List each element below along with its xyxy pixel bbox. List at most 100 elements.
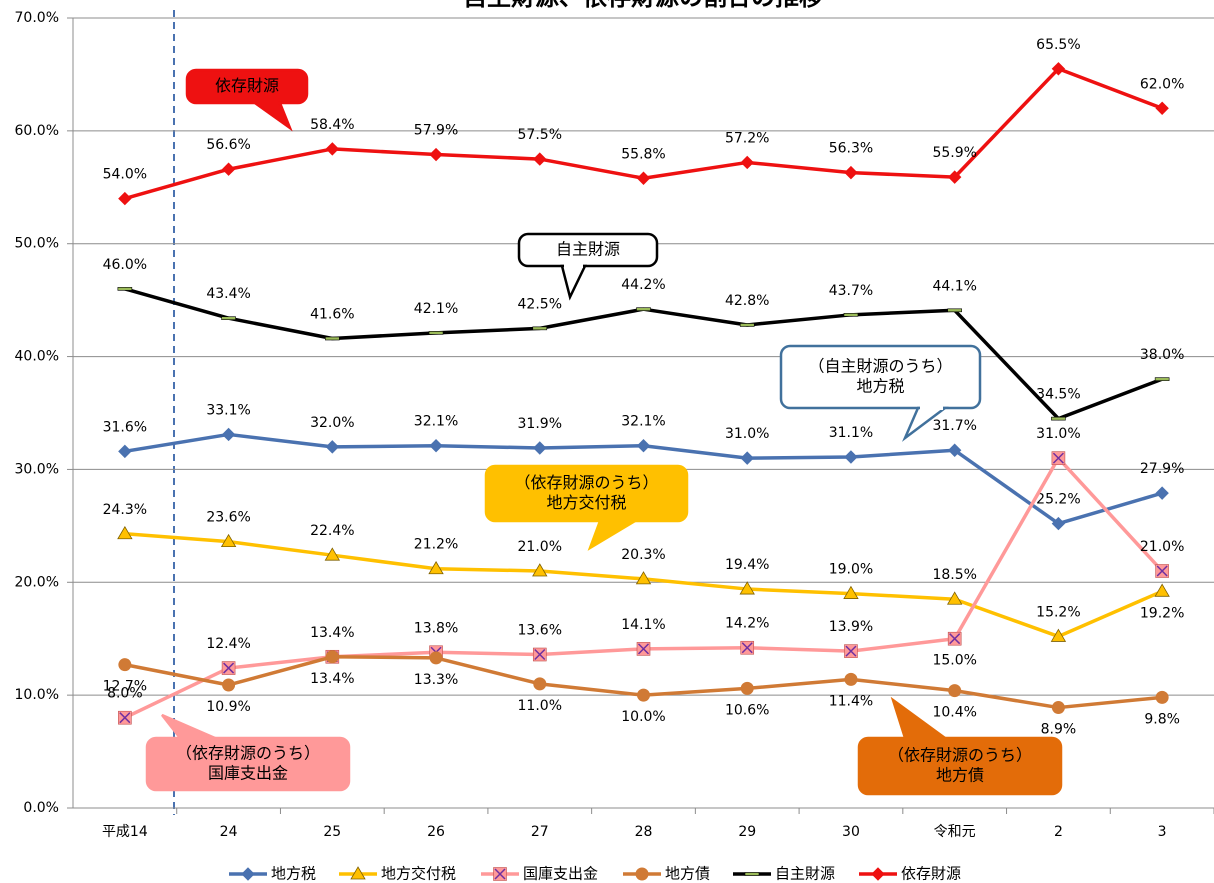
data-label: 55.8% bbox=[621, 146, 665, 162]
data-label: 8.0% bbox=[107, 686, 143, 702]
callout-tail bbox=[587, 519, 640, 551]
callout-text: （依存財源のうち） bbox=[176, 744, 320, 763]
marker bbox=[844, 644, 858, 658]
data-label: 11.4% bbox=[829, 693, 873, 709]
marker bbox=[1155, 564, 1169, 578]
data-label: 42.8% bbox=[725, 293, 769, 309]
data-label: 57.5% bbox=[518, 127, 562, 143]
marker bbox=[635, 867, 649, 881]
callout-text: 依存財源 bbox=[215, 76, 279, 95]
marker bbox=[843, 585, 859, 599]
callout-text: （依存財源のうち） bbox=[888, 746, 1032, 765]
marker bbox=[429, 651, 443, 665]
marker bbox=[1051, 451, 1066, 465]
data-label: 31.7% bbox=[932, 418, 976, 434]
y-tick-label: 30.0% bbox=[15, 461, 59, 477]
data-label: 23.6% bbox=[206, 510, 250, 526]
data-label: 13.4% bbox=[310, 671, 354, 687]
callout-box bbox=[779, 344, 982, 410]
data-label: 44.2% bbox=[621, 277, 665, 293]
data-label: 12.7% bbox=[103, 679, 147, 695]
data-label: 31.0% bbox=[725, 426, 769, 442]
marker bbox=[429, 147, 443, 162]
data-label: 19.4% bbox=[725, 557, 769, 573]
legend-item: 地方債 bbox=[623, 865, 710, 883]
marker bbox=[532, 563, 548, 577]
callout: 自主財源 bbox=[517, 232, 659, 301]
marker-cross bbox=[494, 868, 506, 880]
marker bbox=[532, 647, 547, 662]
x-tick-label: 28 bbox=[635, 824, 653, 840]
callout-box bbox=[857, 736, 1063, 796]
legend-item: 地方交付税 bbox=[339, 865, 456, 883]
data-label: 9.8% bbox=[1144, 711, 1180, 727]
marker bbox=[844, 450, 858, 464]
y-tick-label: 40.0% bbox=[15, 349, 59, 365]
data-label: 38.0% bbox=[1140, 347, 1184, 363]
callout: （依存財源のうち）地方債 bbox=[857, 696, 1063, 796]
data-label: 13.6% bbox=[518, 623, 562, 639]
callout-text: 自主財源 bbox=[556, 240, 620, 259]
x-tick-label: 27 bbox=[531, 824, 549, 840]
data-label: 57.2% bbox=[725, 130, 769, 146]
data-label: 27.9% bbox=[1140, 461, 1184, 477]
data-label: 32.1% bbox=[414, 414, 458, 430]
marker-cross bbox=[741, 642, 753, 654]
data-label: 11.0% bbox=[518, 698, 562, 714]
marker bbox=[532, 326, 548, 331]
marker bbox=[1051, 516, 1066, 531]
x-tick-label: 3 bbox=[1158, 824, 1167, 840]
marker-cross bbox=[1156, 565, 1168, 577]
x-tick-label: 29 bbox=[738, 824, 756, 840]
data-label: 10.9% bbox=[206, 699, 250, 715]
data-label: 13.4% bbox=[310, 625, 354, 641]
marker bbox=[635, 571, 652, 585]
callout-box bbox=[145, 736, 351, 792]
data-label: 21.2% bbox=[414, 537, 458, 553]
data-label: 65.5% bbox=[1036, 37, 1080, 53]
data-label: 33.1% bbox=[206, 402, 250, 418]
data-label: 34.5% bbox=[1036, 387, 1080, 403]
data-label: 12.4% bbox=[206, 636, 250, 652]
callout-text: 地方交付税 bbox=[546, 493, 626, 512]
marker bbox=[1154, 583, 1170, 597]
marker bbox=[220, 533, 237, 548]
marker bbox=[946, 591, 963, 605]
marker bbox=[325, 650, 339, 664]
marker bbox=[947, 631, 962, 646]
data-label: 8.9% bbox=[1041, 722, 1077, 738]
marker bbox=[118, 444, 132, 459]
data-label: 46.0% bbox=[103, 257, 147, 273]
callout: 依存財源 bbox=[185, 68, 309, 132]
marker bbox=[493, 867, 507, 881]
marker bbox=[1155, 690, 1169, 704]
marker bbox=[117, 525, 133, 540]
data-label: 10.6% bbox=[725, 702, 769, 718]
marker bbox=[241, 867, 255, 881]
data-label: 41.6% bbox=[310, 307, 354, 323]
callout: （自主財源のうち）地方税 bbox=[779, 344, 982, 442]
marker bbox=[636, 439, 651, 453]
marker bbox=[221, 316, 236, 321]
marker bbox=[118, 710, 132, 725]
marker bbox=[325, 440, 340, 454]
data-label: 13.9% bbox=[829, 619, 873, 635]
data-label: 10.0% bbox=[621, 709, 665, 725]
marker bbox=[1051, 62, 1066, 76]
marker bbox=[843, 313, 859, 317]
callout-tail bbox=[251, 101, 293, 132]
marker bbox=[533, 441, 547, 455]
callout: （依存財源のうち）国庫支出金 bbox=[145, 713, 351, 792]
data-label: 31.0% bbox=[1036, 426, 1080, 442]
data-label: 21.0% bbox=[1140, 539, 1184, 555]
marker bbox=[533, 152, 547, 166]
marker bbox=[948, 684, 962, 698]
data-label: 32.0% bbox=[310, 415, 354, 431]
data-label: 15.0% bbox=[932, 653, 976, 669]
marker bbox=[744, 872, 760, 876]
data-label: 14.2% bbox=[725, 616, 769, 632]
marker bbox=[947, 170, 962, 184]
data-label: 32.1% bbox=[621, 414, 665, 430]
marker bbox=[1051, 416, 1066, 421]
